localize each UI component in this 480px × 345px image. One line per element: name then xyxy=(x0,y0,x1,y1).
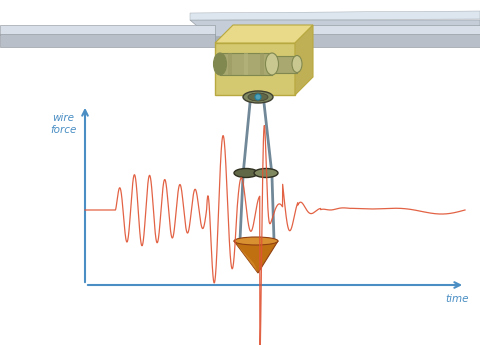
Polygon shape xyxy=(234,241,278,273)
Ellipse shape xyxy=(265,53,278,75)
Ellipse shape xyxy=(254,168,278,177)
FancyBboxPatch shape xyxy=(244,53,248,75)
FancyBboxPatch shape xyxy=(220,53,272,75)
Text: time: time xyxy=(445,294,469,304)
Polygon shape xyxy=(215,25,313,43)
FancyBboxPatch shape xyxy=(275,56,297,72)
Circle shape xyxy=(255,94,261,100)
Polygon shape xyxy=(234,241,258,273)
Polygon shape xyxy=(190,20,480,37)
Ellipse shape xyxy=(214,53,227,75)
FancyBboxPatch shape xyxy=(260,53,264,75)
Ellipse shape xyxy=(243,91,273,103)
Polygon shape xyxy=(190,11,480,20)
Ellipse shape xyxy=(234,237,278,245)
Ellipse shape xyxy=(248,93,268,101)
FancyBboxPatch shape xyxy=(215,43,295,95)
Polygon shape xyxy=(295,25,313,95)
FancyBboxPatch shape xyxy=(295,25,480,35)
FancyBboxPatch shape xyxy=(0,25,215,35)
Text: wire
force: wire force xyxy=(50,113,76,135)
FancyBboxPatch shape xyxy=(0,34,215,47)
FancyBboxPatch shape xyxy=(228,53,232,75)
Ellipse shape xyxy=(292,56,302,72)
Polygon shape xyxy=(210,33,480,45)
Ellipse shape xyxy=(234,168,258,177)
FancyBboxPatch shape xyxy=(295,34,480,47)
